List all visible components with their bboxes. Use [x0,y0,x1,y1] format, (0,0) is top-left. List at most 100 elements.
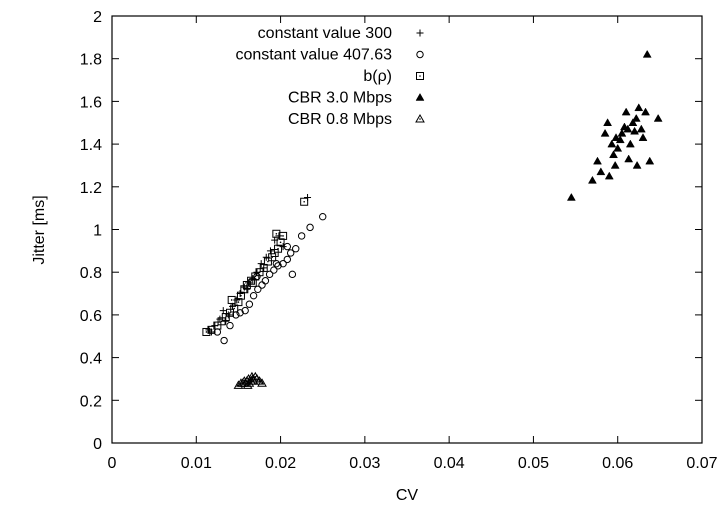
data-point [279,243,287,251]
legend-entry: b(ρ) [363,68,424,85]
data-point [229,302,237,310]
data-point [219,307,227,315]
data-point [259,263,268,272]
legend: constant value 300 constant value 407.63 b… [235,25,425,128]
data-point [636,124,646,133]
data-point [628,118,638,126]
legend-marker [415,113,425,123]
data-point [233,296,241,304]
data-point [587,175,597,184]
data-point [645,156,655,165]
legend-label: CBR 0.8 Mbps [288,111,392,128]
data-point [257,378,267,387]
legend-entry: constant value 407.63 [235,47,424,64]
data-point [623,124,633,133]
data-point [306,223,314,232]
data-point [220,336,228,345]
data-point [610,160,620,169]
series-1 [205,193,312,336]
data-point [593,156,602,165]
legend-label: b(ρ) [363,68,392,85]
data-point [288,270,297,279]
data-point [275,232,283,240]
axis-ticks: 0 0.01 0.02 0.03 0.04 0.05 0.06 0.07 0 0.2 0.4 0.6 0… [80,9,718,472]
data-point [319,212,327,221]
x-axis-title: CV [396,487,419,504]
data-point [283,242,292,251]
legend-marker [416,29,424,37]
y-tick-label: 1.4 [80,137,102,154]
data-point [249,275,257,283]
data-point [292,245,300,253]
data-point [279,231,288,240]
data-point [607,139,617,148]
data-point [242,380,253,389]
data-point [226,321,234,330]
x-tick-label: 0.06 [602,455,633,472]
data-point [248,278,257,287]
data-point [283,255,292,264]
data-point [624,154,634,163]
y-tick-label: 0.4 [80,351,102,368]
data-point [604,171,614,180]
data-point [600,128,610,137]
data-point [632,160,642,169]
data-point [207,325,216,334]
x-tick-label: 0 [108,455,117,472]
x-tick-label: 0.04 [434,455,465,472]
data-point [653,113,663,122]
data-point [247,371,257,381]
legend-label: constant value 300 [258,25,392,42]
y-tick-label: 0.8 [80,265,102,282]
data-point [261,277,270,285]
data-point [270,266,278,274]
data-point [609,150,618,159]
y-axis-title: Jitter [ms] [31,195,48,264]
data-point [617,128,627,137]
data-point [274,244,283,253]
data-point [265,270,274,279]
legend-entry: CBR 0.8 Mbps [288,111,425,128]
data-point [254,285,262,293]
data-point [224,311,232,319]
data-point [634,103,644,112]
legend-label: CBR 3.0 Mbps [288,90,392,107]
data-point [249,291,258,300]
data-point [202,327,211,336]
data-point [245,279,253,287]
y-tick-label: 1.2 [80,180,102,197]
data-point [642,49,652,58]
y-tick-label: 1.8 [80,52,102,69]
data-point [276,238,285,247]
y-tick-label: 2 [93,9,102,26]
x-tick-label: 0.07 [686,455,717,472]
data-point [222,317,230,325]
data-point [638,133,648,141]
data-point [227,295,236,304]
data-point [236,309,244,317]
legend-marker [415,92,425,101]
data-point [230,304,239,313]
legend-entry: CBR 3.0 Mbps [288,90,425,107]
legend-marker [416,72,424,80]
y-tick-label: 1 [93,223,102,240]
legend-label: constant value 407.63 [235,47,392,64]
data-point [596,167,606,176]
legend-entry: constant value 300 [258,25,424,42]
data-point [300,197,309,206]
data-point [630,126,640,135]
data-point [257,260,265,268]
data-point [241,306,249,315]
y-tick-label: 0 [93,436,102,453]
data-point [286,249,295,257]
data-point [566,192,576,201]
data-point [274,262,282,270]
x-tick-label: 0.02 [265,455,296,472]
data-point [297,232,306,240]
legend-marker [416,50,424,59]
data-point [621,107,631,116]
data-points [202,49,663,389]
y-tick-label: 1.6 [80,94,102,111]
